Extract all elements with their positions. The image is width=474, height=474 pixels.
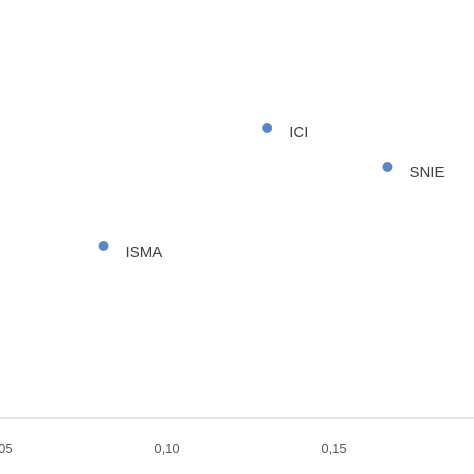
data-point-label: SNIE — [409, 164, 444, 181]
data-point-label: ISMA — [126, 244, 163, 261]
x-tick-label: 0,10 — [154, 441, 179, 456]
data-point — [98, 241, 109, 251]
data-point-label: ICI — [289, 124, 308, 141]
x-tick-labels: 0,05 0,10 0,15 — [0, 441, 347, 456]
data-point — [382, 162, 393, 172]
x-tick-label: 0,05 — [0, 441, 13, 456]
data-points: ISMA ICI SNIE — [98, 123, 444, 261]
x-tick-label: 0,15 — [321, 441, 346, 456]
data-point — [262, 123, 273, 133]
